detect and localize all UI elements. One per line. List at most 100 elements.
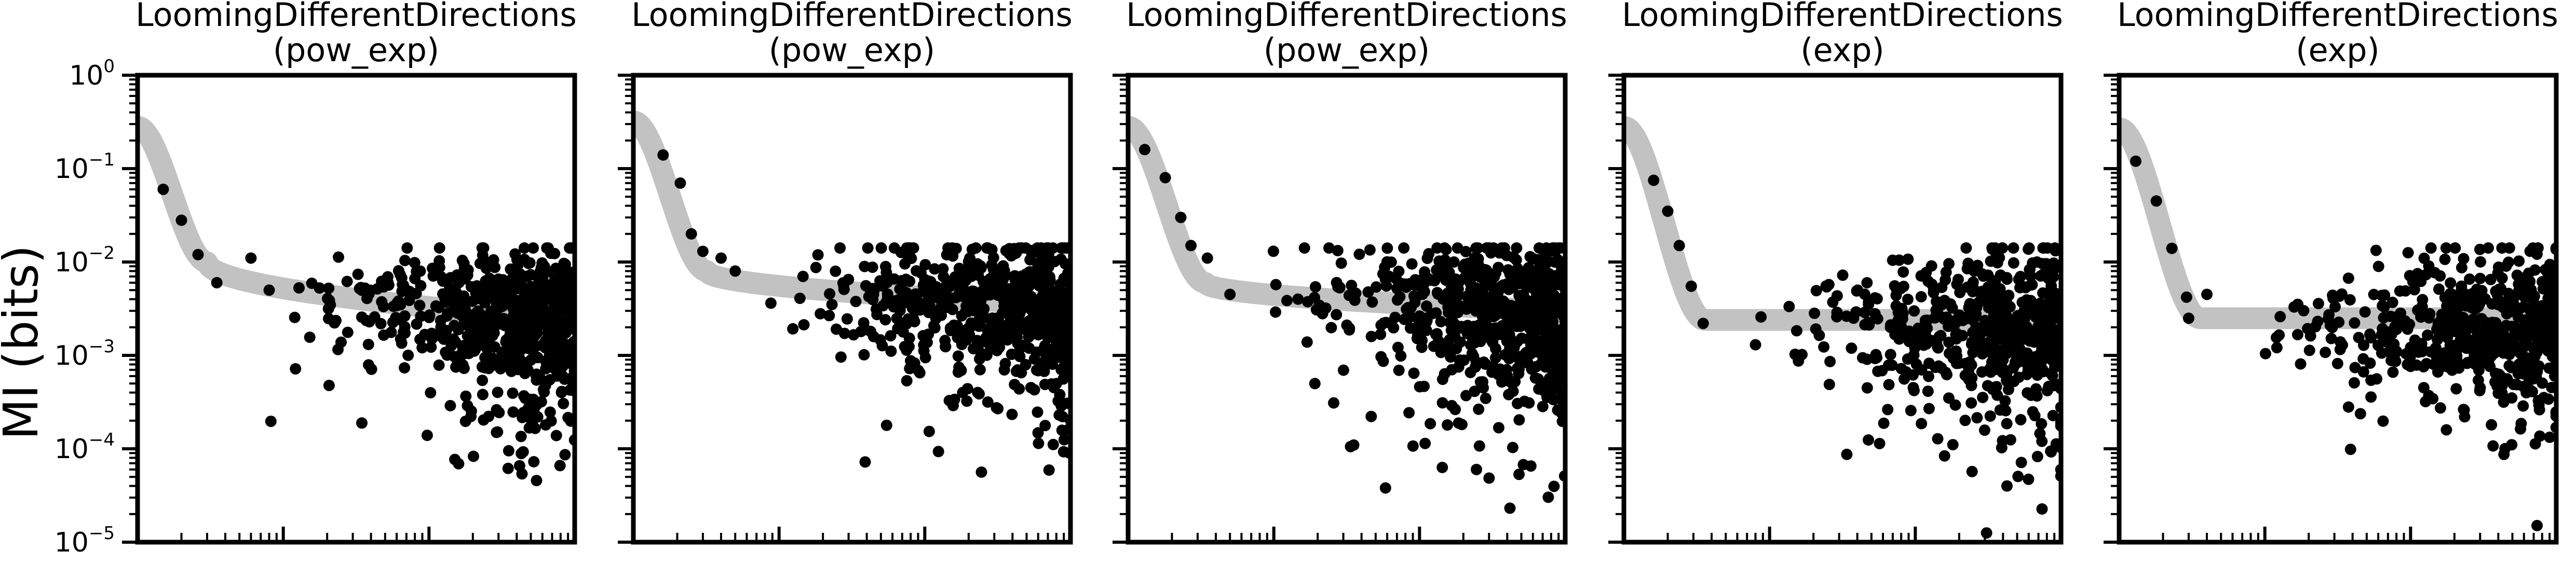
data-point <box>2441 424 2452 436</box>
data-point <box>1926 278 1938 290</box>
data-point <box>1383 270 1395 282</box>
data-point <box>1000 270 1012 282</box>
data-point <box>885 345 897 357</box>
data-point <box>850 296 862 308</box>
data-point <box>2358 339 2369 351</box>
data-point <box>1928 287 1940 299</box>
data-point <box>2486 298 2498 310</box>
data-point <box>2030 363 2042 375</box>
data-point <box>928 320 940 332</box>
data-point <box>2292 329 2303 340</box>
data-point <box>2394 285 2406 297</box>
data-point <box>982 396 994 408</box>
data-point <box>1471 463 1482 475</box>
data-point <box>1920 267 1932 279</box>
data-point <box>948 393 960 405</box>
data-point <box>531 398 543 410</box>
data-point <box>830 265 842 277</box>
data-point <box>564 356 575 368</box>
data-point <box>2505 362 2517 374</box>
y-tick-label: 10−3 <box>55 336 115 371</box>
data-point <box>1456 321 1467 333</box>
data-point <box>838 283 850 295</box>
data-point <box>1438 340 1449 351</box>
data-point <box>974 364 986 376</box>
data-point <box>1539 353 1551 365</box>
data-point <box>433 261 445 273</box>
data-point <box>1490 343 1501 354</box>
chart-panel: LoomingDifferentDirections(pow_exp) <box>122 0 577 545</box>
data-point <box>2024 269 2036 281</box>
data-point <box>2011 357 2023 369</box>
data-point <box>559 322 571 334</box>
data-point <box>2015 457 2027 468</box>
data-point <box>974 316 986 328</box>
panel-subtitle: (pow_exp) <box>273 31 439 69</box>
data-point <box>2420 396 2432 408</box>
data-point <box>1028 384 1040 396</box>
data-point <box>1013 383 1025 395</box>
data-point <box>1332 245 1344 256</box>
data-point <box>900 273 912 285</box>
data-point <box>1465 366 1476 378</box>
data-point <box>2014 271 2026 282</box>
data-point <box>835 351 847 363</box>
data-point <box>1460 390 1472 402</box>
data-point <box>2037 268 2049 280</box>
data-point <box>1433 255 1445 267</box>
data-point <box>1827 296 1839 308</box>
data-point <box>1869 352 1881 364</box>
panel-title: LoomingDifferentDirections <box>1622 0 2063 34</box>
data-point <box>1454 354 1466 366</box>
data-point <box>1301 336 1313 348</box>
data-point <box>2349 362 2361 374</box>
data-point <box>1419 437 1431 449</box>
data-point <box>715 252 727 264</box>
data-point <box>1050 297 1062 308</box>
data-point <box>1436 374 1448 385</box>
data-point <box>1421 253 1433 264</box>
data-point <box>2489 318 2501 329</box>
data-point <box>998 364 1010 376</box>
data-point <box>1473 440 1485 452</box>
data-point <box>1831 307 1843 318</box>
data-point <box>923 275 934 287</box>
data-point <box>2323 309 2335 321</box>
data-point <box>2546 381 2556 393</box>
data-point <box>1392 341 1404 353</box>
data-point <box>1969 265 1980 277</box>
data-point <box>1004 283 1016 295</box>
data-point <box>1882 404 1894 416</box>
data-point <box>961 383 973 395</box>
data-point <box>1032 427 1044 439</box>
chart-panel: LoomingDifferentDirections(exp) <box>1608 0 2064 545</box>
data-point <box>433 242 445 254</box>
data-point <box>388 300 399 312</box>
data-point <box>1480 392 1492 404</box>
data-point <box>815 308 826 320</box>
data-point <box>1991 389 2003 401</box>
data-point <box>1024 324 1036 336</box>
data-point <box>1936 282 1948 293</box>
data-point <box>550 275 562 287</box>
axes-frame <box>135 73 577 545</box>
data-point <box>552 348 564 360</box>
data-point <box>2182 312 2194 324</box>
data-point <box>2004 434 2016 446</box>
data-point <box>1944 298 1956 310</box>
panel-title: LoomingDifferentDirections <box>2117 0 2558 34</box>
data-point <box>1943 258 1955 270</box>
data-point <box>1431 264 1443 276</box>
data-point <box>1420 312 1432 324</box>
data-point <box>2008 257 2019 269</box>
data-point <box>457 268 469 279</box>
data-point <box>1335 257 1347 269</box>
data-point <box>2529 304 2541 315</box>
data-point <box>1504 268 1516 280</box>
data-point <box>685 228 697 240</box>
data-point <box>2485 273 2497 285</box>
data-point <box>1791 325 1802 337</box>
data-point <box>443 307 455 319</box>
data-point <box>555 387 567 398</box>
